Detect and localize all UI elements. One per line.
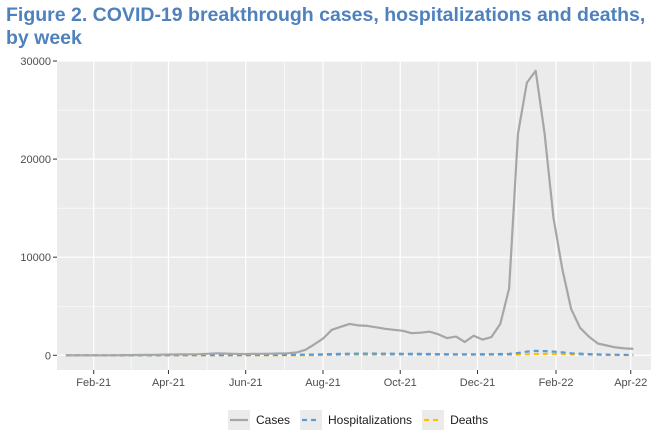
x-tick-label: Aug-21 — [305, 377, 340, 389]
legend-label-hospitalizations: Hospitalizations — [328, 413, 412, 427]
x-axis: Feb-21 Apr-21 Jun-21 Aug-21 Oct-21 Dec-21 Feb-… — [76, 370, 647, 389]
y-tick-label: 30000 — [20, 56, 51, 68]
legend-label-cases: Cases — [256, 413, 290, 427]
y-tick-label: 0 — [45, 350, 51, 362]
legend-label-deaths: Deaths — [450, 413, 488, 427]
x-tick-label: Feb-21 — [76, 377, 111, 389]
plot-panel — [57, 61, 651, 370]
series-line-hospitalizations — [65, 349, 634, 357]
legend: Cases Hospitalizations Deaths — [228, 410, 488, 430]
chart-title: Figure 2. COVID-19 breakthrough cases, h… — [6, 4, 646, 49]
x-tick-label: Feb-22 — [539, 377, 574, 389]
x-tick-label: Jun-21 — [229, 377, 263, 389]
series-line-cases — [65, 69, 634, 357]
plot-background — [57, 61, 651, 370]
x-tick-label: Apr-22 — [614, 377, 647, 389]
y-axis: 0 10000 20000 30000 — [20, 56, 57, 362]
x-tick-label: Oct-21 — [384, 377, 417, 389]
y-tick-label: 10000 — [20, 252, 51, 264]
y-tick-label: 20000 — [20, 154, 51, 166]
x-tick-label: Dec-21 — [460, 377, 495, 389]
gridlines — [57, 60, 651, 370]
x-tick-label: Apr-21 — [152, 377, 185, 389]
series-lines — [65, 69, 634, 357]
